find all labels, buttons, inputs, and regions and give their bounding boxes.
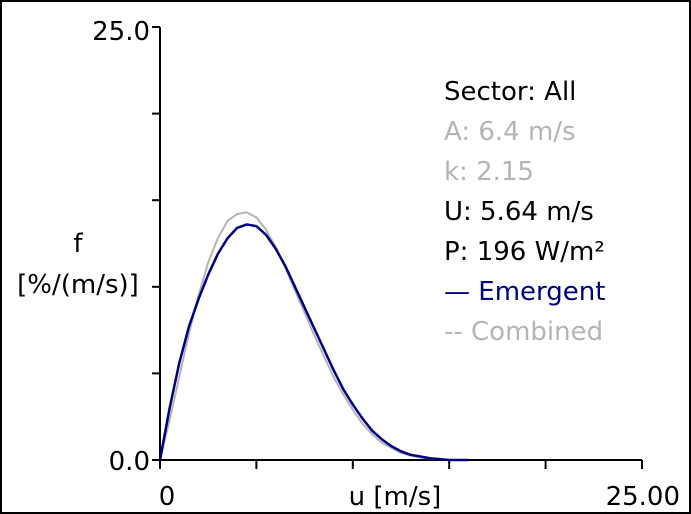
y-tick-label-max: 25.0 bbox=[92, 17, 150, 47]
y-axis-label-top: f bbox=[73, 229, 83, 259]
legend-combined: -- Combined bbox=[444, 317, 603, 347]
power-density-label: P: 196 W/m² bbox=[444, 237, 605, 267]
x-axis-label: u [m/s] bbox=[349, 482, 442, 512]
legend-emergent: — Emergent bbox=[444, 277, 605, 307]
y-axis-ticks bbox=[152, 26, 160, 461]
weibull-a-label: A: 6.4 m/s bbox=[444, 117, 576, 147]
y-tick-label-min: 0.0 bbox=[109, 447, 150, 477]
emergent-series-line bbox=[158, 223, 469, 462]
x-axis-ticks bbox=[159, 460, 643, 469]
weibull-k-label: k: 2.15 bbox=[444, 157, 534, 187]
y-axis-label-bottom: [%/(m/s)] bbox=[17, 270, 139, 300]
sector-label: Sector: All bbox=[444, 77, 576, 107]
x-tick-label-max: 25.00 bbox=[606, 482, 680, 512]
combined-series-line bbox=[159, 211, 450, 461]
x-tick-label-min: 0 bbox=[159, 482, 176, 512]
mean-speed-label: U: 5.64 m/s bbox=[444, 197, 594, 227]
